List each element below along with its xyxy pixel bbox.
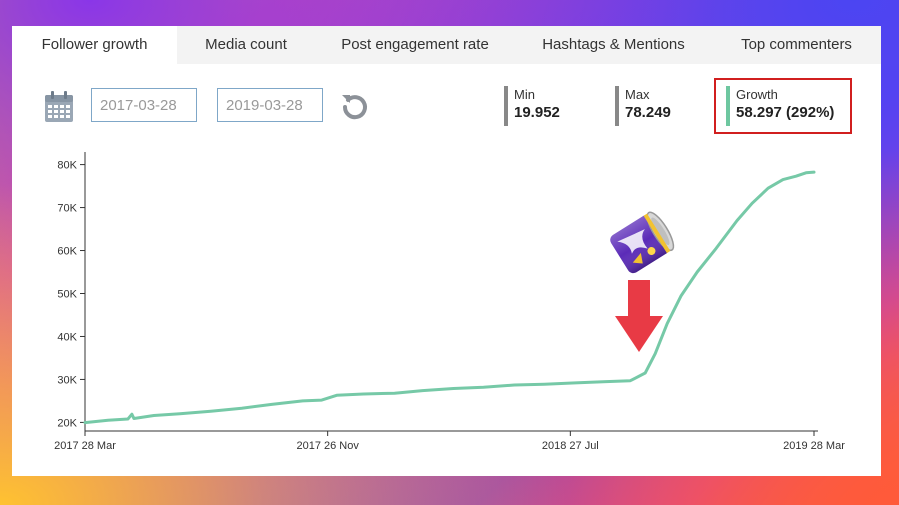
refresh-icon[interactable] xyxy=(340,91,370,121)
x-tick-label: 2018 27 Jul xyxy=(542,440,599,452)
soda-can-icon xyxy=(610,211,675,274)
stat-min-label: Min xyxy=(514,87,535,102)
tab-top-commenters[interactable]: Top commenters xyxy=(741,36,852,53)
stat-max: Max 78.249 xyxy=(615,86,671,126)
stat-min-bar xyxy=(504,86,508,126)
y-tick-label: 40K xyxy=(57,331,77,343)
stat-max-label: Max xyxy=(625,87,650,102)
y-tick-label: 50K xyxy=(57,289,77,301)
calendar-icon[interactable] xyxy=(44,91,74,123)
x-tick-label: 2017 26 Nov xyxy=(296,440,359,452)
stat-growth-value: 58.297 (292%) xyxy=(736,104,835,121)
stat-growth-label: Growth xyxy=(736,87,778,102)
tab-hashtags-mentions[interactable]: Hashtags & Mentions xyxy=(542,36,685,53)
stat-growth: Growth 58.297 (292%) xyxy=(726,86,834,126)
follower-growth-chart: 20K 30K 40K 50K 60K 70K 80K 2017 28 Mar 2017 26 … xyxy=(54,152,845,452)
stat-min: Min 19.952 xyxy=(504,86,560,126)
y-tick-label: 80K xyxy=(57,160,77,172)
y-tick-label: 70K xyxy=(57,203,77,215)
growth-highlight-box xyxy=(714,78,852,134)
stat-min-value: 19.952 xyxy=(514,104,560,121)
y-tick-label: 20K xyxy=(57,417,77,429)
stat-growth-bar xyxy=(726,86,730,126)
x-tick-label: 2017 28 Mar xyxy=(54,440,116,452)
tab-post-engagement-rate[interactable]: Post engagement rate xyxy=(341,36,489,53)
tab-bar: Follower growth Media count Post engagem… xyxy=(12,26,881,64)
tab-follower-growth[interactable]: Follower growth xyxy=(12,26,177,64)
end-date-input[interactable] xyxy=(217,88,323,122)
follower-growth-line xyxy=(83,170,816,425)
stat-max-bar xyxy=(615,86,619,126)
y-tick-label: 30K xyxy=(57,374,77,386)
analytics-card: Follower growth Media count Post engagem… xyxy=(12,26,881,476)
start-date-input[interactable] xyxy=(91,88,197,122)
toolbar: Min 19.952 Max 78.249 Growth 58.297 (292… xyxy=(12,64,881,144)
down-arrow-icon xyxy=(615,280,663,352)
tab-media-count[interactable]: Media count xyxy=(205,36,287,53)
x-tick-label: 2019 28 Mar xyxy=(783,440,845,452)
stat-max-value: 78.249 xyxy=(625,104,671,121)
y-tick-label: 60K xyxy=(57,246,77,258)
